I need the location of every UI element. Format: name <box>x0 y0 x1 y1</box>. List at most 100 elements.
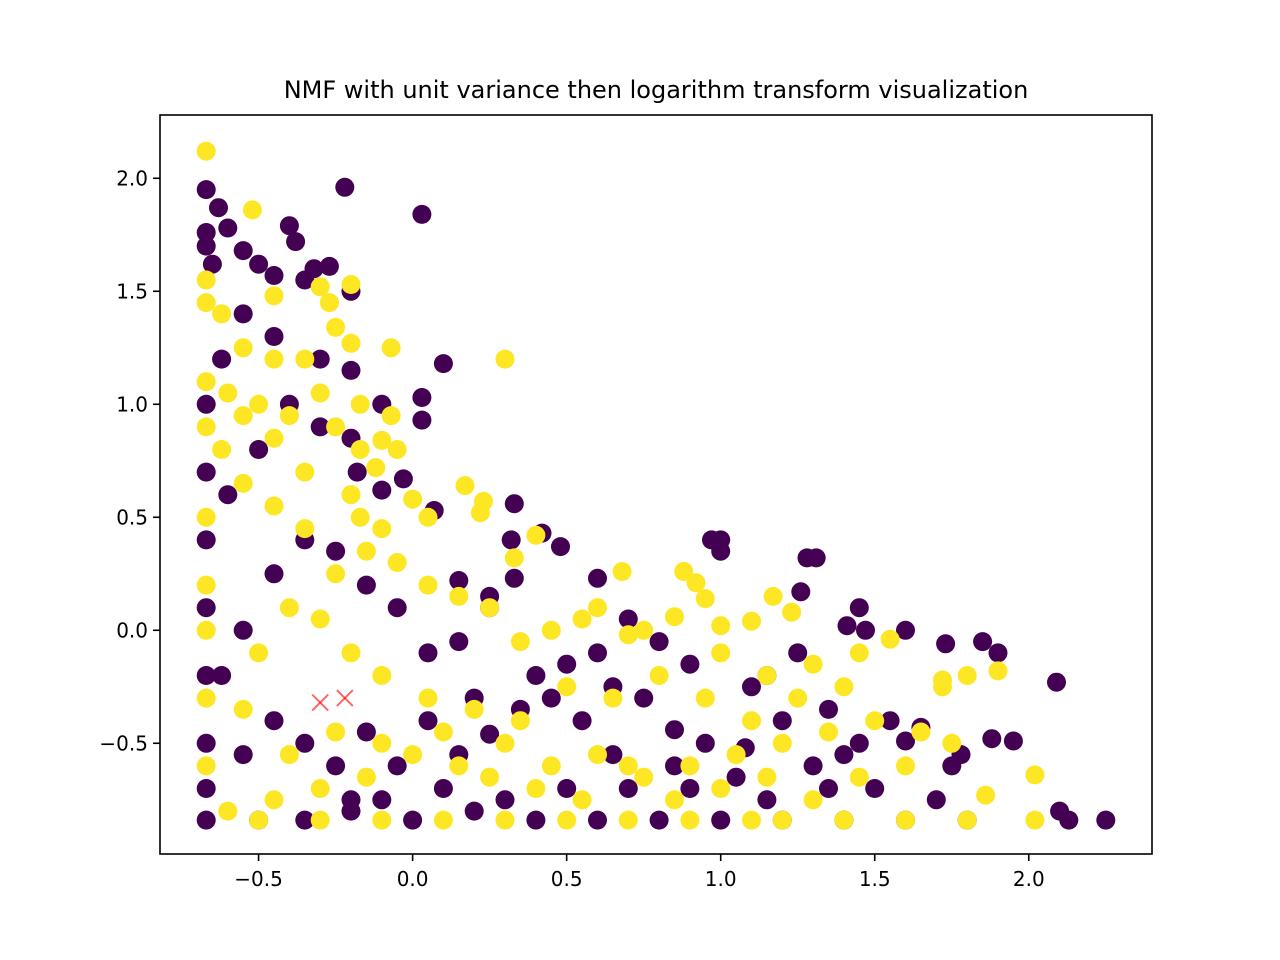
data-point-series-1 <box>196 575 216 595</box>
data-point-series-0 <box>464 801 484 821</box>
data-point-series-0 <box>286 232 306 252</box>
data-point-series-1 <box>612 562 632 581</box>
data-point-series-0 <box>418 711 438 731</box>
data-point-series-0 <box>356 575 376 595</box>
data-point-series-0 <box>196 810 216 830</box>
data-point-series-0 <box>973 632 993 652</box>
data-point-series-1 <box>649 666 669 685</box>
data-point-series-0 <box>819 699 838 719</box>
data-point-series-0 <box>726 767 746 787</box>
data-point-series-0 <box>341 360 361 380</box>
data-point-series-1 <box>711 643 731 663</box>
data-point-series-1 <box>249 810 269 830</box>
x-tick-label: 0.0 <box>397 867 429 891</box>
data-point-series-0 <box>393 469 413 489</box>
data-point-series-0 <box>526 666 546 685</box>
data-point-series-1 <box>341 643 361 663</box>
data-point-series-1 <box>196 372 216 392</box>
data-point-series-0 <box>295 810 315 830</box>
y-tick-label: 1.0 <box>116 392 148 416</box>
data-point-series-0 <box>757 790 777 810</box>
data-point-series-1 <box>464 699 484 719</box>
data-point-series-1 <box>403 745 423 765</box>
data-point-series-0 <box>926 790 946 810</box>
data-point-series-1 <box>772 733 792 753</box>
data-point-series-1 <box>782 602 802 622</box>
data-point-series-1 <box>541 756 561 776</box>
data-point-series-0 <box>212 666 232 685</box>
data-point-series-0 <box>1096 810 1116 830</box>
data-point-series-1 <box>387 440 407 459</box>
data-point-series-0 <box>335 177 355 197</box>
data-point-series-0 <box>1059 810 1079 830</box>
data-point-series-0 <box>742 677 761 697</box>
data-point-series-1 <box>711 779 731 798</box>
data-point-series-1 <box>849 767 869 787</box>
data-point-series-0 <box>837 616 857 636</box>
data-point-series-1 <box>310 609 330 629</box>
data-point-series-0 <box>196 180 216 200</box>
data-point-series-1 <box>403 489 423 509</box>
data-point-series-0 <box>791 582 811 602</box>
data-point-series-1 <box>295 519 315 539</box>
data-point-series-1 <box>572 790 592 810</box>
data-point-series-0 <box>788 643 808 663</box>
data-point-series-0 <box>649 632 669 652</box>
data-point-series-0 <box>347 462 367 482</box>
data-point-series-1 <box>249 643 269 663</box>
centroid-marker <box>336 689 354 707</box>
data-point-series-1 <box>803 654 823 674</box>
data-point-series-1 <box>865 711 885 731</box>
data-point-series-0 <box>264 327 284 346</box>
data-point-series-1 <box>665 790 684 810</box>
data-point-series-0 <box>326 756 346 776</box>
data-point-series-1 <box>242 200 262 220</box>
data-point-series-1 <box>218 383 238 403</box>
data-point-series-1 <box>742 711 761 731</box>
x-tick-label: 1.5 <box>859 867 891 891</box>
data-point-series-1 <box>618 756 638 776</box>
data-point-series-1 <box>249 394 269 414</box>
data-point-series-1 <box>988 661 1008 681</box>
data-point-series-1 <box>834 810 854 830</box>
data-point-series-1 <box>942 733 962 753</box>
data-point-series-1 <box>381 406 401 426</box>
data-point-series-1 <box>674 562 694 581</box>
data-point-series-1 <box>504 548 524 568</box>
data-point-series-0 <box>249 440 269 459</box>
data-point-series-1 <box>372 666 392 685</box>
data-point-series-0 <box>196 462 216 482</box>
data-point-series-1 <box>557 810 577 830</box>
data-point-series-1 <box>350 440 370 459</box>
data-point-series-1 <box>634 767 654 787</box>
data-point-series-1 <box>695 589 715 609</box>
data-point-series-1 <box>295 349 315 369</box>
data-point-series-1 <box>326 722 346 742</box>
data-point-series-1 <box>634 620 654 640</box>
x-tick-label: 1.0 <box>705 867 737 891</box>
data-point-series-1 <box>218 801 238 821</box>
data-point-series-0 <box>196 666 216 685</box>
data-point-series-1 <box>433 722 453 742</box>
data-point-series-0 <box>819 779 838 798</box>
data-point-series-0 <box>196 530 216 550</box>
centroid-marker <box>311 693 329 712</box>
data-point-series-1 <box>341 333 361 353</box>
data-point-series-1 <box>356 767 376 787</box>
data-point-series-1 <box>680 756 700 776</box>
data-point-series-0 <box>988 643 1008 663</box>
data-point-series-1 <box>418 688 438 708</box>
data-point-series-0 <box>541 688 561 708</box>
data-point-series-1 <box>603 688 623 708</box>
data-point-series-0 <box>304 259 324 279</box>
data-point-series-1 <box>264 349 284 369</box>
data-point-series-1 <box>196 141 216 161</box>
data-point-series-1 <box>326 564 346 584</box>
x-axis: −0.5 0.0 0.5 1.0 1.5 2.0 <box>234 854 1045 891</box>
data-point-series-0 <box>572 711 592 731</box>
data-point-series-1 <box>849 643 869 663</box>
data-point-series-1 <box>896 810 915 830</box>
data-point-series-0 <box>588 643 607 663</box>
data-point-series-1 <box>541 620 561 640</box>
y-tick-label: 1.5 <box>116 279 148 303</box>
